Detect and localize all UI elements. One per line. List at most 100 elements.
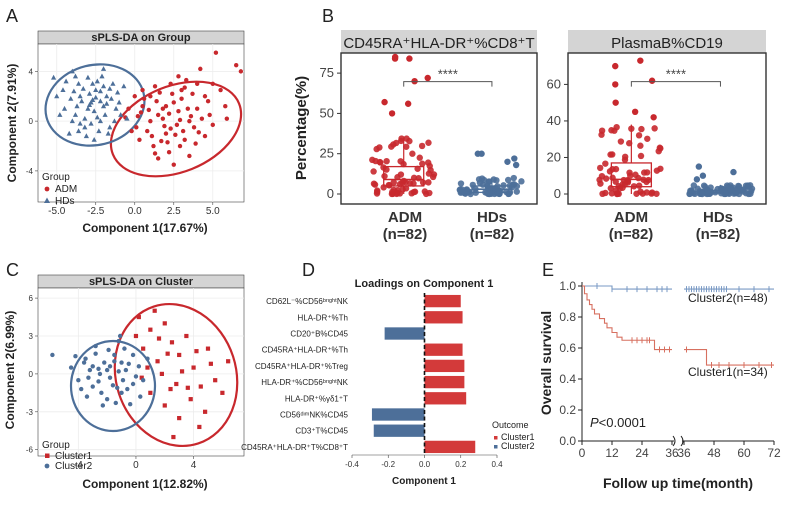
panel-c-point-cluster2 (115, 385, 120, 390)
panel-a-point-adm (196, 130, 201, 135)
panel-b-left-point-hds (506, 182, 514, 189)
panel-c-cluster2-ellipse (69, 339, 157, 433)
panel-b-left-point-adm (425, 139, 432, 146)
panel-b-left-outlier-adm (391, 53, 399, 61)
panel-b-left-point-adm (388, 143, 395, 150)
panel-letter-d: D (302, 260, 315, 280)
panel-b-right-y-tick-label: 0 (554, 186, 561, 201)
panel-b-left-point-adm (400, 160, 407, 168)
panel-a-point-adm (159, 138, 164, 144)
panel-a-point-adm (194, 106, 200, 111)
panel-c-point-cluster2 (99, 390, 104, 396)
panel-b-left-point-adm (383, 157, 390, 165)
panel-a-point-hds (80, 85, 86, 91)
panel-c-point-cluster2 (123, 367, 129, 373)
panel-c-point-cluster2 (104, 367, 110, 373)
panel-a-xlabel: Component 1(17.67%) (82, 221, 207, 235)
panel-b-left-point-adm (415, 175, 422, 182)
panel-b-right-y-tick-label: 60 (547, 76, 561, 91)
panel-b-right-point-adm (643, 169, 651, 176)
panel-b-right-point-hds (740, 186, 747, 193)
panel-d-x-tick-label: 0.0 (419, 460, 431, 469)
panel-b-right-outlier-adm (648, 77, 656, 84)
panel-b-left-point-adm (400, 177, 408, 185)
panel-c-x-tick-label: 0 (133, 460, 139, 471)
panel-a-point-adm (166, 111, 172, 116)
panel-a-point-adm (155, 112, 161, 118)
panel-c-point-cluster2 (100, 403, 106, 408)
panel-b-right-point-hds (707, 184, 714, 191)
panel-c-point-cluster1 (220, 390, 225, 395)
panel-a-point-adm (191, 125, 197, 130)
panel-a-point-adm (146, 107, 152, 113)
panel-e-x-tick-label: 24 (635, 446, 649, 460)
panel-a-point-hds (90, 81, 96, 86)
panel-a-point-hds (54, 93, 60, 99)
panel-c-point-cluster2 (96, 366, 101, 372)
panel-c-point-cluster1 (177, 352, 182, 358)
panel-a-point-adm (160, 106, 166, 111)
panel-a-point-adm (126, 106, 131, 111)
panel-a-point-adm (157, 90, 162, 95)
panel-b-right-cat2-line2: (n=82) (696, 226, 741, 243)
panel-b-left-point-adm (381, 172, 388, 180)
panel-a-point-hds (71, 88, 77, 94)
panel-b-left-point-adm (397, 171, 405, 178)
panel-b-left-point-adm (418, 142, 426, 150)
panel-b-left-outlier-hds (504, 158, 511, 165)
panel-b-left-point-hds (513, 188, 520, 195)
panel-a-points (51, 50, 244, 167)
panel-e-axis-break-right (680, 435, 684, 447)
panel-a-x-tick-label: 0.0 (128, 206, 142, 217)
panel-a-point-hds (116, 99, 122, 105)
panel-d-x-tick-label: -0.2 (381, 460, 395, 469)
panel-a-point-adm (134, 125, 139, 130)
panel-letter-e: E (542, 260, 554, 280)
panel-c-y-tick-label: 3 (29, 332, 34, 341)
panel-b-right-point-adm (608, 190, 616, 197)
panel-d-bar (373, 424, 425, 437)
panel-b-right-point-hds (745, 190, 752, 198)
panel-d-xlabel: Component 1 (392, 476, 456, 487)
panel-b-right-outlier-adm (612, 81, 619, 88)
panel-a-point-hds (93, 94, 99, 100)
panel-a-point-adm (185, 106, 191, 111)
panel-a-point-adm (179, 96, 184, 101)
panel-a-point-hds (83, 133, 89, 139)
panel-b-right-point-adm (621, 156, 629, 163)
panel-b-left-point-adm (406, 180, 414, 187)
panel-letter-c: C (6, 260, 19, 280)
panel-a-point-adm (193, 141, 198, 146)
panel-e-y-tick-label: 0.4 (559, 372, 576, 386)
panel-c-point-cluster2 (117, 333, 123, 339)
panel-c-cluster1-ellipse (113, 302, 239, 448)
panel-c-point-cluster2 (127, 402, 133, 407)
panel-d-legend-title: Outcome (492, 420, 529, 430)
panel-b-left-point-hds (484, 182, 491, 189)
panel-c-point-cluster1 (141, 346, 146, 351)
panel-b-right-cat2-line1: HDs (703, 209, 733, 226)
panel-a-point-hds (51, 74, 57, 80)
panel-b-right-point-adm (607, 151, 614, 158)
panel-b-left-y-tick-label: 50 (320, 105, 334, 120)
panel-b-right-significance-bracket (630, 81, 721, 87)
panel-b-left-point-hds (463, 186, 470, 194)
panel-c-legend-cluster2-marker (44, 463, 50, 469)
panel-d-feature-label: HLA-DR⁺%Th (298, 313, 348, 322)
panel-c-point-cluster1 (152, 308, 157, 313)
panel-a-x-tick-label: -5.0 (48, 206, 66, 217)
panel-b-right-plot: 0 20 40 60 **** (547, 57, 756, 201)
panel-a-hds-ellipse (44, 63, 146, 147)
panel-c-point-cluster2 (84, 394, 90, 399)
panel-e-curve-cluster1 (582, 285, 672, 351)
panel-e-x-tick-label: 12 (605, 446, 619, 460)
panel-a-point-adm (160, 116, 166, 121)
panel-a-legend-adm: ADM (55, 184, 77, 195)
panel-b: Percentage(%) CD45RA⁺HLA-DR⁺%CD8⁺T 0 25 50… (293, 30, 767, 243)
panel-a-legend-hds-marker (44, 197, 50, 203)
panel-c-point-cluster2 (97, 371, 103, 377)
panel-c-legend-cluster2: Cluster2 (55, 461, 93, 472)
panel-c-point-cluster2 (116, 369, 121, 374)
panel-b-right-point-adm (651, 125, 658, 132)
